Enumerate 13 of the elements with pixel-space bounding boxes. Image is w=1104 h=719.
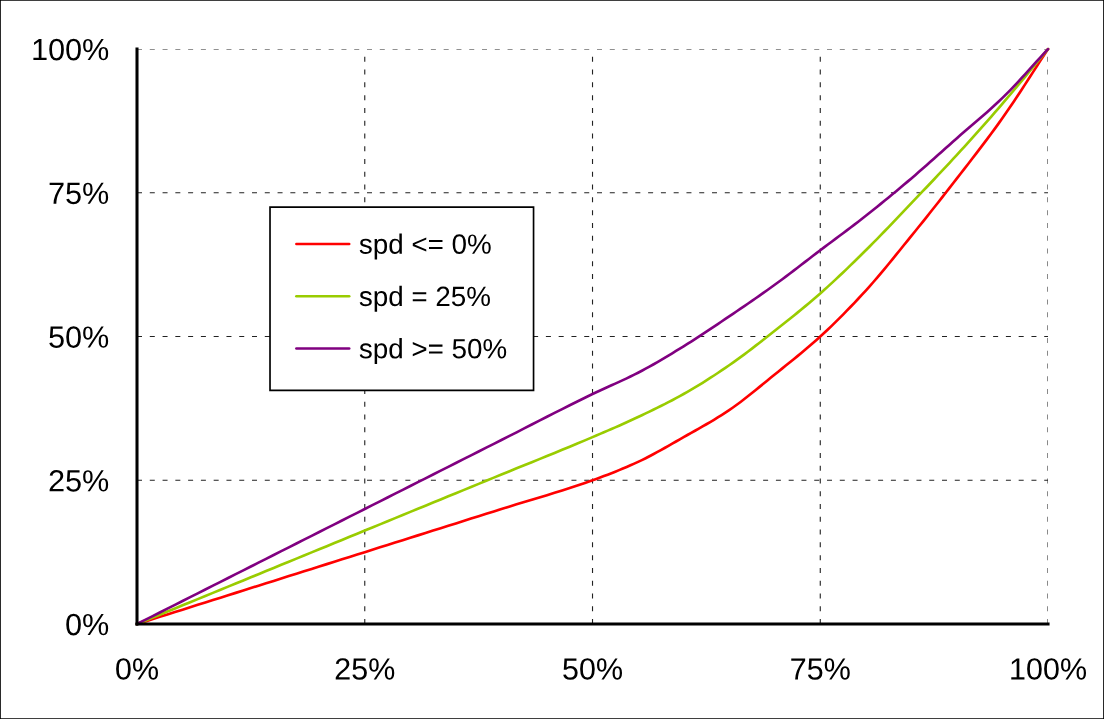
legend-label: spd = 25% xyxy=(359,285,490,312)
y-tick-label: 75% xyxy=(49,182,109,205)
legend-label: spd <= 0% xyxy=(359,233,491,260)
y-tick-label: 0% xyxy=(66,613,109,636)
x-tick-label: 50% xyxy=(563,658,623,680)
y-tick-label: 50% xyxy=(49,326,109,348)
x-tick-label: 100% xyxy=(1011,658,1087,680)
x-tick-label: 75% xyxy=(791,658,850,680)
x-tick-label: 0% xyxy=(116,658,158,680)
y-tick-label: 25% xyxy=(49,470,109,492)
y-tick-label: 100% xyxy=(33,38,109,61)
legend-label: spd >= 50% xyxy=(359,338,507,365)
x-tick-label: 25% xyxy=(335,658,395,680)
